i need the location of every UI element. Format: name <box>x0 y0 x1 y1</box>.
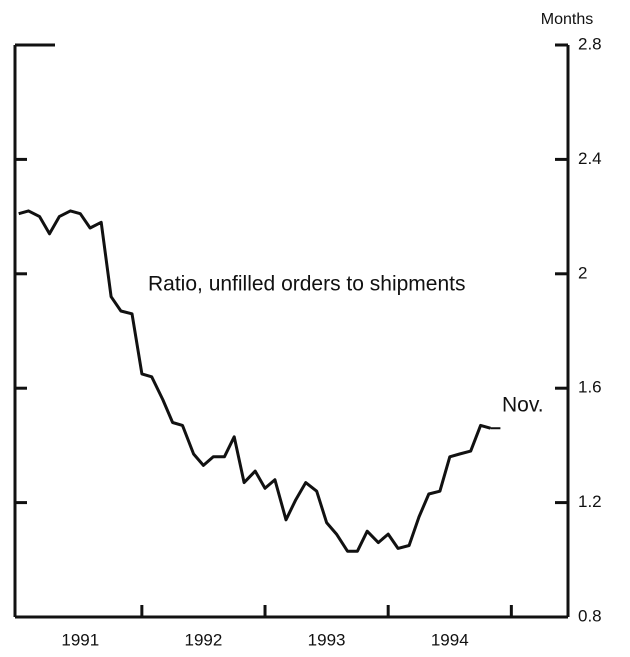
y-axis-label: Months <box>541 11 593 28</box>
y-tick-label: 2.8 <box>578 34 602 53</box>
x-tick-label: 1991 <box>61 630 99 649</box>
end-annotation: Nov. <box>502 394 544 417</box>
series-line <box>18 209 491 553</box>
x-tick-label: 1993 <box>308 630 346 649</box>
x-tick-label: 1992 <box>185 630 223 649</box>
y-tick-label: 2 <box>578 263 587 282</box>
y-tick-label: 0.8 <box>578 606 602 625</box>
series-annotation: Ratio, unfilled orders to shipments <box>148 273 466 296</box>
y-tick-label: 1.6 <box>578 378 602 397</box>
y-tick-label: 1.2 <box>578 492 602 511</box>
x-tick-label: 1994 <box>431 630 469 649</box>
y-tick-label: 2.4 <box>578 149 602 168</box>
